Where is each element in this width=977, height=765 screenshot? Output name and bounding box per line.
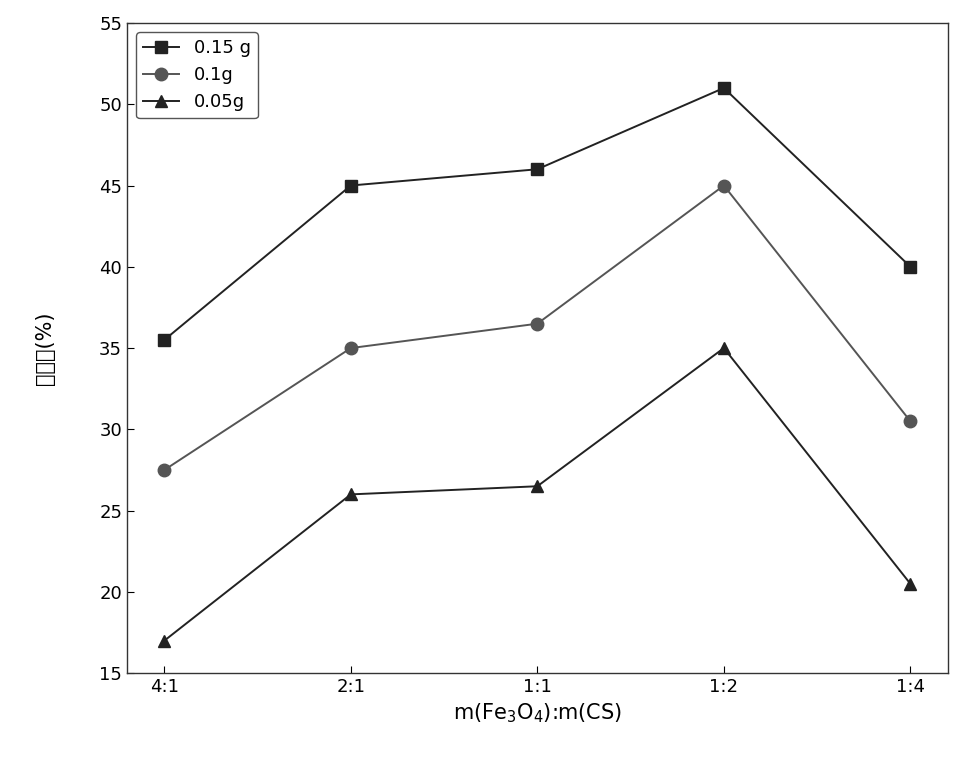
0.15 g <box>345 181 357 190</box>
0.15 g <box>718 83 730 93</box>
0.1g <box>905 417 916 426</box>
Legend: 0.15 g, 0.1g, 0.05g: 0.15 g, 0.1g, 0.05g <box>136 32 258 119</box>
0.05g <box>345 490 357 499</box>
0.05g <box>158 636 170 645</box>
Line: 0.05g: 0.05g <box>158 342 916 647</box>
0.1g <box>158 465 170 474</box>
0.05g <box>905 579 916 588</box>
0.1g <box>718 181 730 190</box>
Line: 0.15 g: 0.15 g <box>158 82 916 347</box>
0.05g <box>718 343 730 353</box>
0.15 g <box>905 262 916 272</box>
0.1g <box>345 343 357 353</box>
X-axis label: m(Fe$_3$O$_4$):m(CS): m(Fe$_3$O$_4$):m(CS) <box>453 702 621 725</box>
0.1g <box>531 319 543 328</box>
0.05g <box>531 482 543 491</box>
0.15 g <box>531 164 543 174</box>
Line: 0.1g: 0.1g <box>158 179 916 477</box>
Text: 去除率(%): 去除率(%) <box>35 311 55 385</box>
0.15 g <box>158 335 170 344</box>
